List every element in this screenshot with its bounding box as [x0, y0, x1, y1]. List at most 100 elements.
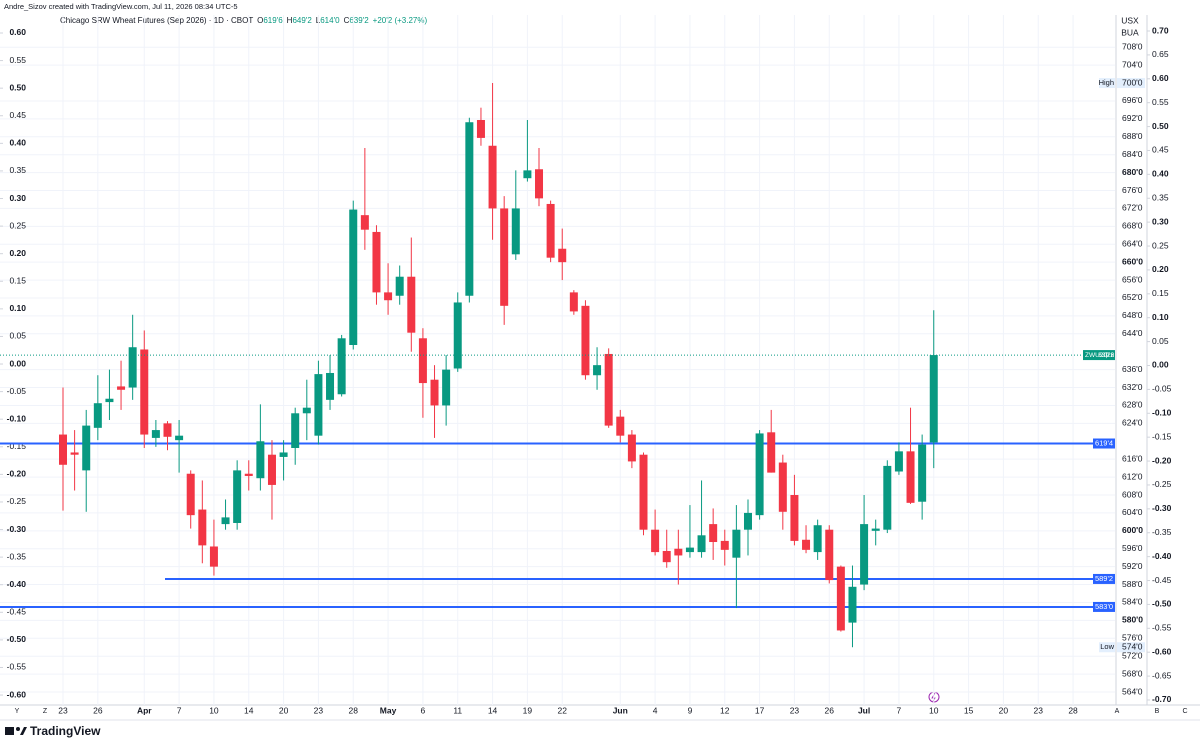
extreme-text: High	[1099, 78, 1114, 87]
candle-body	[546, 203, 555, 258]
y-tick-label: 592'0	[1122, 561, 1143, 571]
brand: TradingView	[30, 724, 101, 738]
candle-body	[825, 529, 834, 581]
x-tick-label: 10	[209, 705, 219, 715]
candle-body	[860, 524, 869, 585]
x-tick-label: 17	[755, 705, 765, 715]
candle-body	[639, 454, 648, 530]
candle-body	[70, 452, 79, 455]
candle-body	[442, 369, 451, 406]
legend-key: C	[344, 16, 350, 25]
candle-body	[395, 276, 404, 296]
y2-tick-label: 0.55	[9, 55, 26, 65]
candle-body	[732, 529, 741, 558]
legend-value: 649'2	[292, 16, 312, 25]
candle-body	[372, 231, 381, 293]
x-tick-label: 9	[688, 705, 693, 715]
legend-key: H	[287, 16, 293, 25]
extreme-price-label: 700'0	[1122, 77, 1143, 87]
brand-logo	[5, 727, 27, 735]
candle-body	[871, 528, 880, 531]
candle-body	[244, 473, 253, 476]
candle-body	[802, 539, 811, 550]
scale-button[interactable]: Y	[15, 708, 20, 715]
y3-tick-label: -0.60	[1152, 646, 1172, 656]
extreme-price-badge	[1117, 642, 1145, 653]
candle-body	[790, 495, 799, 541]
candle-body	[140, 349, 149, 435]
scale-button[interactable]: Z	[43, 708, 48, 715]
extreme-price-badge	[1117, 78, 1145, 89]
x-tick-label: 19	[523, 705, 533, 715]
candle-body	[314, 374, 323, 436]
y3-tick-label: 0.10	[1152, 312, 1169, 322]
y3-tick-label: -0.30	[1152, 503, 1172, 513]
legend-value: 614'0	[320, 16, 340, 25]
x-tick-label: 20	[999, 705, 1009, 715]
candle-body	[407, 276, 416, 333]
y-tick-label: 616'0	[1122, 453, 1143, 463]
y-tick-label: 576'0	[1122, 633, 1143, 643]
x-tick-label: 7	[177, 705, 182, 715]
candle-body	[535, 169, 544, 199]
y2-tick-label: 0.40	[9, 138, 26, 148]
legend-title: Chicago SRW Wheat Futures (Sep 2026) · 1…	[60, 16, 253, 25]
price-badge	[1093, 573, 1115, 584]
y-tick-label: 696'0	[1122, 95, 1143, 105]
y3-tick-label: -0.50	[1152, 599, 1172, 609]
candle-body	[558, 248, 567, 263]
y-tick-label: 572'0	[1122, 650, 1143, 660]
x-tick-label: 11	[453, 705, 462, 715]
y3-tick-label: -0.10	[1152, 408, 1172, 418]
candle-body	[151, 430, 160, 438]
candle-body	[349, 209, 358, 345]
y-tick-label: 608'0	[1122, 489, 1143, 499]
y-tick-label: 624'0	[1122, 418, 1143, 428]
y2-tick-label: 0.30	[9, 193, 26, 203]
candle-body	[523, 170, 532, 179]
x-tick-label: 6	[421, 705, 426, 715]
x-tick-label: 14	[488, 705, 498, 715]
y-tick-label: 564'0	[1122, 686, 1143, 696]
candle-body	[488, 145, 497, 209]
candle-body	[848, 586, 857, 623]
candle-body	[604, 353, 613, 426]
x-tick-label: 14	[244, 705, 254, 715]
y2-tick-label: -0.15	[7, 441, 27, 451]
x-tick-label: 22	[557, 705, 567, 715]
y-tick-label: 588'0	[1122, 579, 1143, 589]
unit: BUA	[1121, 27, 1139, 37]
y3-tick-label: 0.50	[1152, 121, 1169, 131]
extreme-badge	[1099, 78, 1115, 89]
candle-body	[569, 292, 578, 312]
y3-tick-label: -0.40	[1152, 551, 1172, 561]
y3-tick-label: 0.45	[1152, 145, 1169, 155]
y2-tick-label: -0.60	[7, 689, 27, 699]
y3-tick-label: 0.65	[1152, 49, 1169, 59]
candle-body	[82, 425, 91, 471]
candle-body	[697, 535, 706, 553]
candle-body	[418, 338, 427, 384]
scale-button[interactable]: C	[1182, 708, 1187, 715]
y-tick-label: 580'0	[1122, 615, 1143, 625]
y3-tick-label: -0.05	[1152, 384, 1172, 394]
candle-body	[453, 302, 462, 369]
x-tick-label: 7	[897, 705, 902, 715]
scale-button[interactable]: A	[1115, 708, 1120, 715]
candle-body	[105, 398, 114, 403]
candle-body	[198, 509, 207, 546]
candle-body	[256, 441, 265, 479]
candle-body	[221, 517, 230, 525]
y3-tick-label: -0.55	[1152, 623, 1172, 633]
x-tick-label: 28	[1068, 705, 1078, 715]
y2-tick-label: -0.10	[7, 413, 27, 423]
scale-button[interactable]: B	[1155, 708, 1160, 715]
x-tick-label: 4	[653, 705, 658, 715]
candle-body	[326, 372, 335, 400]
y-tick-label: 688'0	[1122, 131, 1143, 141]
y3-tick-label: 0.25	[1152, 240, 1169, 250]
y-tick-label: 600'0	[1122, 525, 1143, 535]
y2-tick-label: 0.60	[9, 27, 26, 37]
candle-body	[906, 451, 915, 503]
candle-body	[163, 423, 172, 437]
